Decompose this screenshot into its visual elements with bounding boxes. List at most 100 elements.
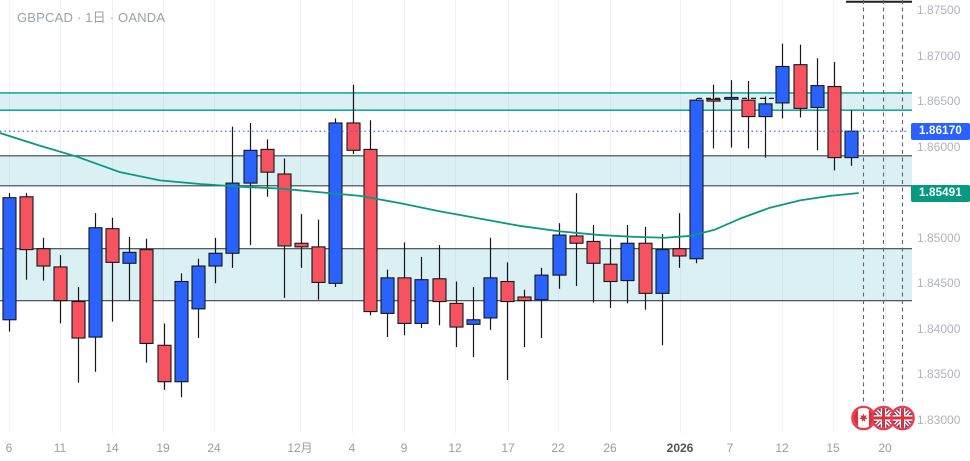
candle-body [449, 302, 464, 328]
candle-body [346, 122, 361, 151]
candle [208, 237, 223, 284]
candle-body [414, 279, 429, 324]
candle-body [706, 98, 721, 102]
candle [655, 234, 670, 346]
candle-body [552, 234, 567, 276]
time-tick-label: 6 [5, 441, 13, 455]
time-tick-label: 17 [501, 441, 515, 455]
candle [71, 286, 86, 383]
candle-body [311, 246, 326, 283]
candle [586, 225, 601, 303]
candle [483, 237, 498, 330]
candle [844, 110, 859, 166]
candle-body [775, 65, 790, 104]
candle [225, 126, 240, 268]
time-tick-label: 14 [105, 441, 119, 455]
candle [105, 217, 120, 322]
zone-band [0, 92, 912, 111]
price-tick-label: 1.86000 [917, 139, 961, 154]
time-tick-label: 20 [878, 441, 892, 455]
candle [346, 84, 361, 154]
candle [638, 226, 653, 310]
candle-body [277, 173, 292, 247]
candle-body [157, 344, 172, 383]
candle-body [569, 235, 584, 244]
ma-line [0, 132, 859, 239]
price-tick-label: 1.87500 [917, 3, 961, 17]
candle [191, 258, 206, 338]
candle [706, 84, 721, 149]
candle-body [844, 130, 859, 159]
candle [414, 256, 429, 328]
candle [793, 44, 808, 118]
flag-icon-uk[interactable] [890, 405, 915, 431]
candle-body [827, 85, 842, 159]
candle [569, 193, 584, 287]
price-tick-label: 1.86500 [917, 94, 961, 109]
zone-band [0, 155, 912, 186]
candle-body [260, 148, 275, 173]
flag-art [892, 408, 913, 428]
candle-body [53, 266, 68, 302]
symbol-title[interactable]: GBPCAD · 1日 · OANDA [17, 10, 166, 25]
candle-body [793, 64, 808, 109]
time-tick-label: 11 [53, 441, 67, 455]
candle [552, 223, 567, 289]
candle [36, 237, 51, 281]
candle-body [122, 251, 137, 264]
candle [139, 238, 154, 363]
candle [672, 213, 687, 268]
candle-body [71, 301, 86, 339]
event-ring [890, 405, 915, 431]
price-tick-label: 1.83500 [917, 367, 961, 382]
candle-body [603, 263, 618, 283]
candle-body [174, 280, 189, 383]
time-tick-label: 22 [551, 441, 565, 455]
candle [277, 158, 292, 298]
candle [775, 43, 790, 119]
candle-body [466, 319, 481, 325]
candle-body [620, 242, 635, 282]
candle [500, 262, 515, 380]
price-tick-label: 1.83000 [917, 412, 961, 427]
candle-body [2, 197, 17, 321]
candle [2, 193, 17, 332]
candle-body [191, 265, 206, 310]
candle [363, 120, 378, 316]
time-tick-label: 15 [826, 441, 840, 455]
candle [517, 289, 532, 348]
time-tick-label: 7 [726, 441, 734, 455]
candle [397, 242, 412, 336]
flag-icon-uk[interactable] [871, 405, 896, 431]
candle [122, 236, 137, 301]
candle-body [243, 149, 258, 184]
candle-body [363, 148, 378, 313]
time-tick-label: 12 [775, 441, 789, 455]
candle-body [672, 248, 687, 257]
candle-body [225, 182, 240, 254]
price-tick-label: 1.84000 [917, 321, 961, 336]
candle [174, 273, 189, 398]
candle-body [500, 280, 515, 303]
maple-leaf-icon [859, 413, 868, 422]
candle [620, 225, 635, 304]
candle [827, 61, 842, 171]
candle [758, 96, 773, 158]
candle [380, 269, 395, 338]
time-tick-label: 26 [603, 441, 617, 455]
candle-body [638, 242, 653, 294]
time-tick-label: 12 [448, 441, 462, 455]
price-tick-label: 1.84500 [917, 276, 961, 291]
candle-body [517, 296, 532, 302]
candle-body [105, 228, 120, 263]
candle-body [810, 85, 825, 109]
candle-body [724, 96, 739, 100]
time-tick-label: 4 [348, 441, 356, 455]
flag-bar-left [853, 408, 859, 428]
candle-body [397, 277, 412, 324]
candle [689, 98, 704, 264]
time-tick-label: 9 [400, 441, 408, 455]
candle-body [534, 274, 549, 301]
